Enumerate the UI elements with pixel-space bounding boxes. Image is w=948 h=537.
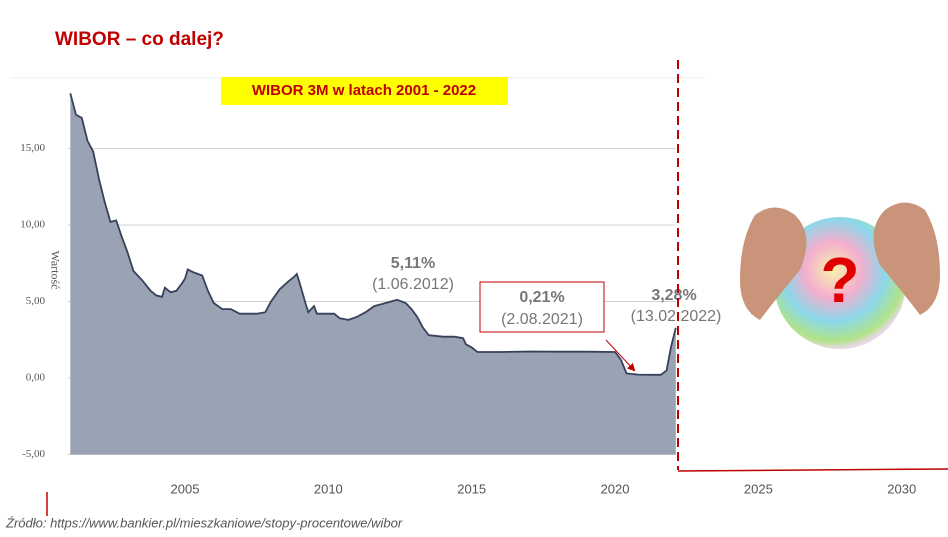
annotation-date: (2.08.2021)	[501, 311, 583, 328]
annotation-date: (13.02.2022)	[631, 308, 722, 325]
annotation-value: 0,21%	[519, 289, 564, 306]
area	[70, 93, 676, 455]
future-axis	[677, 468, 948, 472]
y-tick-label: 15,00	[20, 142, 45, 154]
y-tick-label: 0,00	[26, 372, 46, 384]
question-mark: ?	[820, 244, 859, 316]
annotation-date: (1.06.2012)	[372, 276, 454, 293]
chart-subtitle: WIBOR 3M w latach 2001 - 2022	[252, 82, 476, 99]
annotation-box	[479, 281, 605, 333]
y-tick-label: -5,00	[22, 448, 45, 460]
x-tick-label: 2015	[457, 481, 486, 496]
x-tick-label: 2020	[601, 481, 630, 496]
annotation-arrow	[605, 339, 636, 372]
y-tick-label: 5,00	[26, 295, 46, 307]
crystal-ball: ?	[740, 202, 940, 349]
y-tick-label: 10,00	[20, 219, 45, 231]
line	[69, 93, 677, 376]
x-tick-label: 2030	[887, 481, 916, 496]
x-tick-label: 2025	[744, 481, 773, 496]
annotation-value: 5,11%	[391, 255, 435, 272]
source: Źródło: https://www.bankier.pl/mieszkani…	[5, 515, 403, 530]
plot: -5,00 0,00 5,00 10,00 15,00 2005 2010 2015 2020 2…	[20, 93, 916, 496]
subtitle-box	[221, 77, 508, 105]
x-tick-label: 2010	[314, 481, 343, 496]
slide-title: WIBOR – co dalej?	[55, 29, 224, 50]
x-tick-label: 2005	[171, 481, 200, 496]
annotation-value: 3,28%	[651, 287, 696, 304]
y-axis-title: Wartość	[48, 250, 62, 289]
